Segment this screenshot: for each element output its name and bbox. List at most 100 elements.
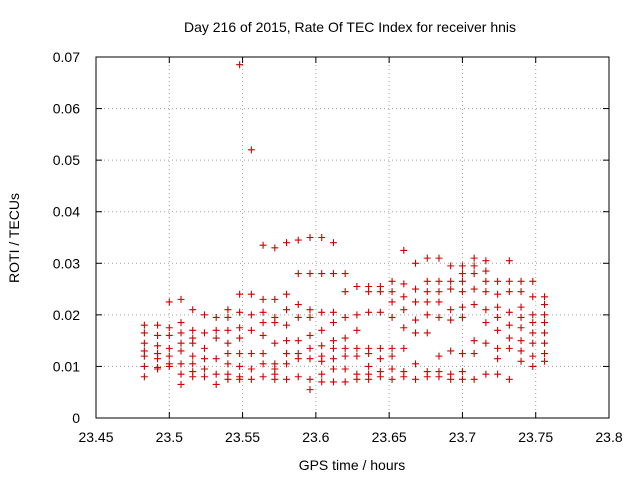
data-point — [423, 311, 431, 319]
data-point — [318, 378, 326, 386]
data-point — [224, 339, 232, 347]
data-point — [517, 357, 525, 365]
data-point — [400, 280, 408, 288]
data-point — [329, 378, 337, 386]
data-point — [294, 236, 302, 244]
data-point — [376, 344, 384, 352]
data-point — [247, 350, 255, 358]
data-point — [458, 313, 466, 321]
y-tick-label: 0.03 — [53, 255, 80, 271]
data-point — [154, 363, 162, 371]
data-point — [412, 285, 420, 293]
data-point — [189, 352, 197, 360]
data-point — [271, 339, 279, 347]
data-point — [224, 326, 232, 334]
data-point — [435, 288, 443, 296]
data-point — [529, 352, 537, 360]
x-tick-label: 23.75 — [518, 429, 553, 445]
data-point — [388, 375, 396, 383]
data-point — [329, 337, 337, 345]
data-point — [341, 313, 349, 321]
data-point — [400, 306, 408, 314]
data-point — [294, 355, 302, 363]
data-point — [140, 373, 148, 381]
data-point — [177, 329, 185, 337]
data-point — [189, 373, 197, 381]
data-point — [259, 331, 267, 339]
data-point — [376, 308, 384, 316]
data-point — [400, 344, 408, 352]
data-point — [353, 375, 361, 383]
data-point — [482, 277, 490, 285]
x-tick-label: 23.5 — [156, 429, 183, 445]
data-point — [517, 347, 525, 355]
data-point — [447, 285, 455, 293]
data-point — [247, 290, 255, 298]
y-tick-label: 0.04 — [53, 204, 80, 220]
data-point — [517, 303, 525, 311]
data-point — [435, 277, 443, 285]
data-point — [458, 375, 466, 383]
data-point — [140, 321, 148, 329]
data-point — [353, 326, 361, 334]
data-point — [470, 301, 478, 309]
grid-lines — [96, 57, 609, 418]
x-tick-label: 23.7 — [449, 429, 476, 445]
data-point — [365, 362, 373, 370]
y-tick-label: 0.02 — [53, 307, 80, 323]
data-point — [154, 331, 162, 339]
data-point — [458, 303, 466, 311]
data-point — [329, 355, 337, 363]
data-point — [200, 344, 208, 352]
y-axis-label: ROTI / TECUs — [6, 193, 22, 283]
data-point — [306, 375, 314, 383]
x-tick-label: 23.45 — [78, 429, 113, 445]
data-point — [224, 313, 232, 321]
data-point — [306, 344, 314, 352]
data-point — [482, 288, 490, 296]
data-point — [517, 337, 525, 345]
data-point — [376, 355, 384, 363]
data-point — [189, 360, 197, 368]
data-point — [283, 239, 291, 247]
data-point — [458, 350, 466, 358]
data-point — [400, 293, 408, 301]
data-point — [177, 360, 185, 368]
data-point — [494, 277, 502, 285]
data-point — [306, 306, 314, 314]
data-point — [329, 319, 337, 327]
data-point — [306, 331, 314, 339]
data-point — [341, 365, 349, 373]
data-point — [306, 270, 314, 278]
data-point — [482, 306, 490, 314]
data-point — [458, 368, 466, 376]
data-point — [224, 360, 232, 368]
data-point — [529, 319, 537, 327]
data-point — [236, 350, 244, 358]
data-point — [318, 326, 326, 334]
data-point — [541, 301, 549, 309]
data-point — [423, 254, 431, 262]
data-point — [447, 375, 455, 383]
data-point — [412, 375, 420, 383]
data-point — [470, 285, 478, 293]
data-point — [529, 339, 537, 347]
data-point — [388, 344, 396, 352]
data-point — [306, 355, 314, 363]
data-point — [259, 350, 267, 358]
data-point — [212, 326, 220, 334]
data-point — [341, 344, 349, 352]
data-point — [423, 373, 431, 381]
data-point — [482, 370, 490, 378]
data-point — [388, 352, 396, 360]
data-point — [482, 319, 490, 327]
data-point — [470, 262, 478, 270]
data-point — [259, 373, 267, 381]
data-point — [494, 290, 502, 298]
data-point — [212, 370, 220, 378]
data-point — [447, 262, 455, 270]
data-point — [283, 375, 291, 383]
data-point — [412, 259, 420, 267]
data-point — [365, 350, 373, 358]
